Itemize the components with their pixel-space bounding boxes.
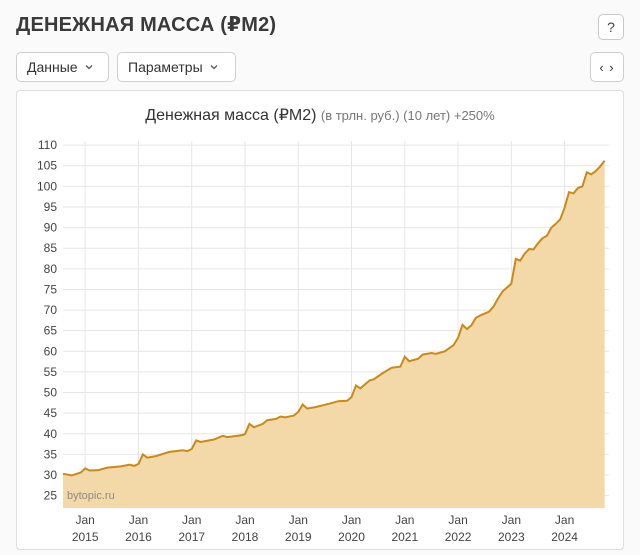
x-tick-month: Jan [235,513,254,527]
page-title: ДЕНЕЖНАЯ МАССА (₽M2) [16,14,277,36]
chart-subtitle: (в трлн. руб.) (10 лет) +250% [320,108,495,123]
y-tick-label: 110 [38,138,57,152]
y-tick-label: 85 [44,241,58,255]
x-tick-year: 2017 [178,530,205,544]
parameters-dropdown-button[interactable]: Параметры [117,52,236,82]
x-tick-year: 2018 [232,530,259,544]
y-tick-label: 75 [44,282,58,296]
y-tick-label: 80 [44,262,58,276]
chart-header: Денежная масса (₽M2) (в трлн. руб.) (10 … [17,105,623,125]
x-tick-month: Jan [448,513,467,527]
y-tick-label: 95 [44,200,58,214]
y-tick-label: 30 [44,468,58,482]
x-tick-year: 2019 [285,530,312,544]
y-tick-label: 50 [44,386,58,400]
y-tick-label: 40 [44,427,58,441]
x-tick-month: Jan [76,513,95,527]
data-dropdown-label: Данные [27,59,78,75]
y-tick-label: 55 [44,365,58,379]
x-tick-year: 2015 [72,530,99,544]
x-tick-year: 2023 [498,530,525,544]
x-tick-year: 2024 [551,530,578,544]
x-tick-year: 2022 [445,530,472,544]
chart-title: Денежная масса (₽M2) [145,107,317,124]
y-tick-label: 65 [44,324,58,338]
chart-card: Денежная масса (₽M2) (в трлн. руб.) (10 … [16,90,624,550]
y-tick-label: 25 [44,489,58,503]
x-tick-year: 2020 [338,530,365,544]
y-tick-label: 105 [37,159,57,173]
embed-code-button[interactable]: ‹ › [590,52,624,82]
y-tick-label: 90 [44,221,58,235]
x-tick-month: Jan [395,513,414,527]
parameters-dropdown-label: Параметры [128,59,203,75]
y-tick-label: 60 [44,344,58,358]
code-icon: ‹ › [599,59,615,75]
y-tick-label: 45 [44,406,58,420]
chevron-down-icon [84,62,94,72]
x-tick-month: Jan [289,513,308,527]
help-button[interactable]: ? [598,14,624,40]
x-tick-month: Jan [182,513,201,527]
x-tick-month: Jan [555,513,574,527]
watermark: bytopic.ru [67,490,115,502]
x-tick-month: Jan [129,513,148,527]
data-dropdown-button[interactable]: Данные [16,52,109,82]
y-tick-label: 35 [44,447,58,461]
x-tick-year: 2021 [391,530,418,544]
series-line [62,160,606,477]
y-tick-label: 70 [44,303,58,317]
x-tick-month: Jan [342,513,361,527]
y-tick-label: 100 [37,179,57,193]
x-tick-month: Jan [502,513,521,527]
series-area [63,160,605,509]
chevron-down-icon [209,62,219,72]
money-supply-chart[interactable]: 253035404550556065707580859095100105110 … [17,91,625,551]
x-tick-year: 2016 [125,530,152,544]
